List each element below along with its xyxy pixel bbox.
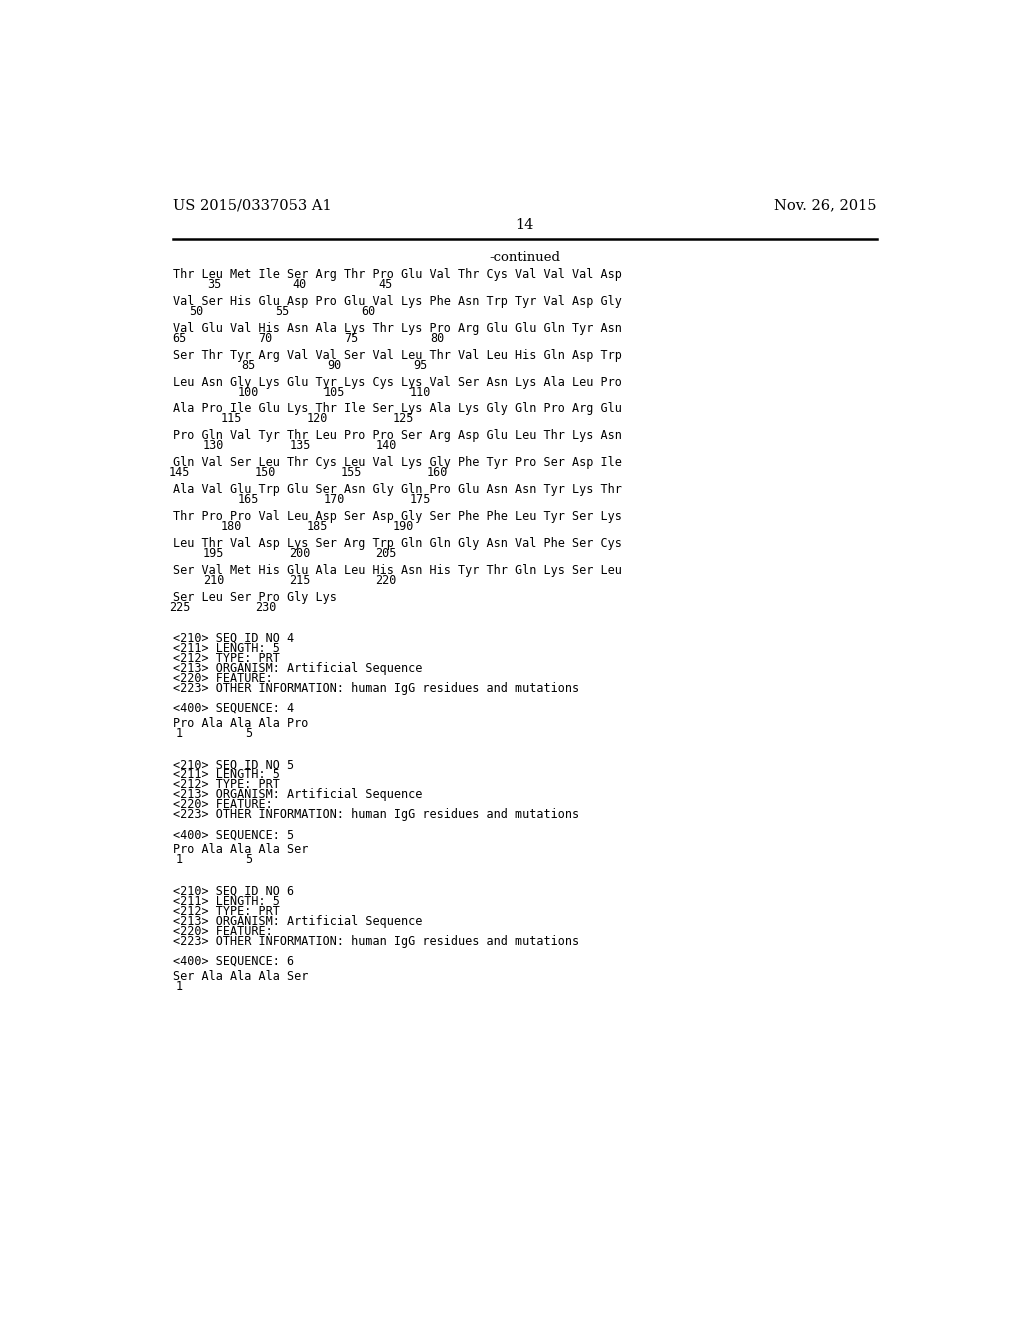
Text: 14: 14	[516, 218, 534, 232]
Text: Ser Thr Tyr Arg Val Val Ser Val Leu Thr Val Leu His Gln Asp Trp: Ser Thr Tyr Arg Val Val Ser Val Leu Thr …	[173, 348, 622, 362]
Text: 5: 5	[245, 727, 252, 741]
Text: <400> SEQUENCE: 4: <400> SEQUENCE: 4	[173, 702, 294, 715]
Text: 75: 75	[344, 331, 358, 345]
Text: <212> TYPE: PRT: <212> TYPE: PRT	[173, 779, 280, 791]
Text: 125: 125	[392, 412, 414, 425]
Text: Thr Leu Met Ile Ser Arg Thr Pro Glu Val Thr Cys Val Val Val Asp: Thr Leu Met Ile Ser Arg Thr Pro Glu Val …	[173, 268, 622, 281]
Text: 200: 200	[289, 548, 310, 560]
Text: Ala Pro Ile Glu Lys Thr Ile Ser Lys Ala Lys Gly Gln Pro Arg Glu: Ala Pro Ile Glu Lys Thr Ile Ser Lys Ala …	[173, 403, 622, 416]
Text: Val Ser His Glu Asp Pro Glu Val Lys Phe Asn Trp Tyr Val Asp Gly: Val Ser His Glu Asp Pro Glu Val Lys Phe …	[173, 294, 622, 308]
Text: 120: 120	[306, 412, 328, 425]
Text: Pro Ala Ala Ala Pro: Pro Ala Ala Ala Pro	[173, 717, 308, 730]
Text: 130: 130	[203, 440, 224, 453]
Text: Pro Ala Ala Ala Ser: Pro Ala Ala Ala Ser	[173, 843, 308, 857]
Text: 145: 145	[169, 466, 190, 479]
Text: <220> FEATURE:: <220> FEATURE:	[173, 799, 272, 812]
Text: 210: 210	[203, 574, 224, 587]
Text: <400> SEQUENCE: 6: <400> SEQUENCE: 6	[173, 954, 294, 968]
Text: <210> SEQ ID NO 4: <210> SEQ ID NO 4	[173, 632, 294, 645]
Text: -continued: -continued	[489, 251, 560, 264]
Text: <223> OTHER INFORMATION: human IgG residues and mutations: <223> OTHER INFORMATION: human IgG resid…	[173, 808, 580, 821]
Text: 5: 5	[245, 854, 252, 866]
Text: 175: 175	[410, 494, 431, 507]
Text: 90: 90	[327, 359, 341, 372]
Text: <220> FEATURE:: <220> FEATURE:	[173, 925, 272, 937]
Text: <213> ORGANISM: Artificial Sequence: <213> ORGANISM: Artificial Sequence	[173, 788, 422, 801]
Text: 100: 100	[238, 385, 259, 399]
Text: <210> SEQ ID NO 6: <210> SEQ ID NO 6	[173, 884, 294, 898]
Text: <223> OTHER INFORMATION: human IgG residues and mutations: <223> OTHER INFORMATION: human IgG resid…	[173, 935, 580, 948]
Text: <211> LENGTH: 5: <211> LENGTH: 5	[173, 895, 280, 908]
Text: 205: 205	[375, 548, 396, 560]
Text: 35: 35	[207, 277, 221, 290]
Text: <212> TYPE: PRT: <212> TYPE: PRT	[173, 652, 280, 665]
Text: 115: 115	[220, 412, 242, 425]
Text: <212> TYPE: PRT: <212> TYPE: PRT	[173, 904, 280, 917]
Text: 80: 80	[430, 331, 444, 345]
Text: 160: 160	[427, 466, 449, 479]
Text: 1: 1	[176, 979, 183, 993]
Text: 230: 230	[255, 601, 276, 614]
Text: 55: 55	[275, 305, 290, 318]
Text: 45: 45	[379, 277, 393, 290]
Text: Gln Val Ser Leu Thr Cys Leu Val Lys Gly Phe Tyr Pro Ser Asp Ile: Gln Val Ser Leu Thr Cys Leu Val Lys Gly …	[173, 457, 622, 470]
Text: Thr Pro Pro Val Leu Asp Ser Asp Gly Ser Phe Phe Leu Tyr Ser Lys: Thr Pro Pro Val Leu Asp Ser Asp Gly Ser …	[173, 511, 622, 523]
Text: 65: 65	[172, 331, 186, 345]
Text: 135: 135	[289, 440, 310, 453]
Text: 150: 150	[255, 466, 276, 479]
Text: 110: 110	[410, 385, 431, 399]
Text: Leu Asn Gly Lys Glu Tyr Lys Cys Lys Val Ser Asn Lys Ala Leu Pro: Leu Asn Gly Lys Glu Tyr Lys Cys Lys Val …	[173, 376, 622, 388]
Text: 180: 180	[220, 520, 242, 533]
Text: 170: 170	[324, 494, 345, 507]
Text: 215: 215	[289, 574, 310, 587]
Text: 95: 95	[413, 359, 427, 372]
Text: US 2015/0337053 A1: US 2015/0337053 A1	[173, 198, 332, 213]
Text: 185: 185	[306, 520, 328, 533]
Text: 1: 1	[176, 727, 183, 741]
Text: <210> SEQ ID NO 5: <210> SEQ ID NO 5	[173, 758, 294, 771]
Text: 105: 105	[324, 385, 345, 399]
Text: <213> ORGANISM: Artificial Sequence: <213> ORGANISM: Artificial Sequence	[173, 915, 422, 928]
Text: <223> OTHER INFORMATION: human IgG residues and mutations: <223> OTHER INFORMATION: human IgG resid…	[173, 682, 580, 696]
Text: 50: 50	[189, 305, 204, 318]
Text: 165: 165	[238, 494, 259, 507]
Text: Leu Thr Val Asp Lys Ser Arg Trp Gln Gln Gly Asn Val Phe Ser Cys: Leu Thr Val Asp Lys Ser Arg Trp Gln Gln …	[173, 537, 622, 550]
Text: Ser Val Met His Glu Ala Leu His Asn His Tyr Thr Gln Lys Ser Leu: Ser Val Met His Glu Ala Leu His Asn His …	[173, 564, 622, 577]
Text: <213> ORGANISM: Artificial Sequence: <213> ORGANISM: Artificial Sequence	[173, 663, 422, 675]
Text: Ser Leu Ser Pro Gly Lys: Ser Leu Ser Pro Gly Lys	[173, 591, 337, 605]
Text: 1: 1	[176, 854, 183, 866]
Text: Pro Gln Val Tyr Thr Leu Pro Pro Ser Arg Asp Glu Leu Thr Lys Asn: Pro Gln Val Tyr Thr Leu Pro Pro Ser Arg …	[173, 429, 622, 442]
Text: 195: 195	[203, 548, 224, 560]
Text: <400> SEQUENCE: 5: <400> SEQUENCE: 5	[173, 829, 294, 841]
Text: 60: 60	[361, 305, 376, 318]
Text: 225: 225	[169, 601, 190, 614]
Text: 40: 40	[293, 277, 307, 290]
Text: <220> FEATURE:: <220> FEATURE:	[173, 672, 272, 685]
Text: 140: 140	[375, 440, 396, 453]
Text: Ala Val Glu Trp Glu Ser Asn Gly Gln Pro Glu Asn Asn Tyr Lys Thr: Ala Val Glu Trp Glu Ser Asn Gly Gln Pro …	[173, 483, 622, 496]
Text: Nov. 26, 2015: Nov. 26, 2015	[774, 198, 877, 213]
Text: 155: 155	[341, 466, 362, 479]
Text: <211> LENGTH: 5: <211> LENGTH: 5	[173, 642, 280, 655]
Text: 85: 85	[241, 359, 255, 372]
Text: <211> LENGTH: 5: <211> LENGTH: 5	[173, 768, 280, 781]
Text: 220: 220	[375, 574, 396, 587]
Text: 70: 70	[258, 331, 272, 345]
Text: Ser Ala Ala Ala Ser: Ser Ala Ala Ala Ser	[173, 970, 308, 983]
Text: Val Glu Val His Asn Ala Lys Thr Lys Pro Arg Glu Glu Gln Tyr Asn: Val Glu Val His Asn Ala Lys Thr Lys Pro …	[173, 322, 622, 335]
Text: 190: 190	[392, 520, 414, 533]
